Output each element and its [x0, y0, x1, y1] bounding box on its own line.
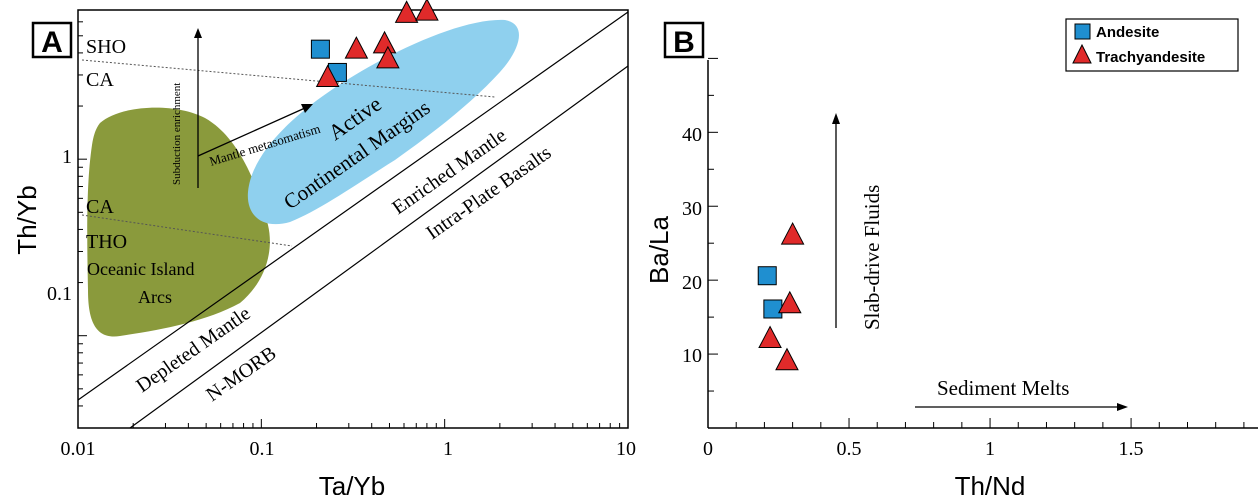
legend-trachyandesite-label: Trachyandesite [1096, 49, 1205, 66]
andesite-point [757, 266, 777, 286]
b-y-tick-20: 20 [682, 272, 702, 294]
sediment-melts-arrow-head [1117, 403, 1128, 411]
panel-b-ticks [708, 57, 1245, 428]
x-tick-10: 10 [616, 438, 636, 460]
panel-b: 10 20 30 40 0 0.5 1 1.5 Th/Nd Ba/La Slab… [644, 18, 1258, 495]
legend: Andesite Trachyandesite [1065, 18, 1239, 72]
x-tick-0.1: 0.1 [250, 438, 275, 460]
mantle-metasomatism-arrow [197, 107, 306, 157]
ca-tho-boundary [81, 214, 293, 247]
mantle-array-lower-line [129, 65, 629, 429]
sho-ca-boundary [81, 59, 496, 98]
slab-fluids-label: Slab-drive Fluids [860, 185, 884, 330]
mantle-array-upper-line [77, 11, 629, 401]
trachyandesite-point [777, 290, 802, 314]
b-x-tick-1.5: 1.5 [1119, 438, 1144, 460]
panel-b-points [757, 221, 805, 371]
trachyandesite-point [775, 347, 799, 371]
panel-a-label: A [41, 26, 63, 59]
b-y-tick-40: 40 [682, 124, 702, 146]
mantle-metasomatism-arrow-head [301, 104, 313, 113]
panel-a-ticks [77, 9, 629, 429]
arcs-label: Arcs [138, 287, 172, 307]
trachyandesite-point [780, 221, 805, 245]
tho-label: THO [86, 231, 127, 253]
active-continental-margins-field [247, 19, 519, 225]
y-axis-label: Th/Yb [12, 185, 42, 254]
x-tick-1: 1 [443, 438, 453, 460]
y-tick-1: 1 [62, 146, 72, 168]
b-y-tick-30: 30 [682, 198, 702, 220]
oceanic-island-label: Oceanic Island [87, 259, 194, 279]
legend-trachyandesite-marker [1072, 43, 1092, 64]
andesite-point [763, 299, 783, 319]
panel-b-label-box [663, 21, 705, 59]
ca-top-label: CA [86, 69, 114, 91]
oceanic-island-arcs-field [87, 107, 270, 337]
legend-andesite-label: Andesite [1096, 24, 1159, 41]
b-x-tick-0: 0 [703, 438, 713, 460]
sediment-melts-label: Sediment Melts [937, 376, 1069, 400]
panel-a: Subduction enrichment Mantle metasomatis… [12, 0, 636, 495]
b-y-tick-10: 10 [682, 345, 702, 367]
x-tick-0.01: 0.01 [61, 438, 96, 460]
trachyandesite-point [315, 64, 340, 88]
panel-b-label: B [673, 26, 695, 59]
panel-a-points [310, 0, 439, 88]
b-x-axis-label: Th/Nd [955, 471, 1026, 495]
legend-andesite-marker [1074, 23, 1091, 40]
panel-a-label-box [31, 21, 73, 59]
legend-box [1065, 18, 1239, 72]
ca-bottom-label: CA [86, 196, 114, 218]
b-x-tick-0.5: 0.5 [837, 438, 862, 460]
b-y-axis-label: Ba/La [644, 215, 674, 283]
sho-label: SHO [86, 36, 126, 58]
x-axis-label: Ta/Yb [319, 471, 386, 495]
trachyandesite-point [394, 0, 419, 23]
y-tick-0.1: 0.1 [47, 283, 72, 305]
subduction-enrichment-label: Subduction enrichment [171, 83, 183, 185]
andesite-point [310, 39, 330, 59]
trachyandesite-point [415, 0, 439, 21]
subduction-arrow-head [194, 28, 202, 38]
trachyandesite-point [344, 36, 369, 59]
b-x-tick-1: 1 [985, 438, 995, 460]
trachyandesite-point [758, 325, 782, 349]
trachyandesite-point [376, 45, 400, 69]
slab-fluids-arrow-head [832, 113, 840, 124]
